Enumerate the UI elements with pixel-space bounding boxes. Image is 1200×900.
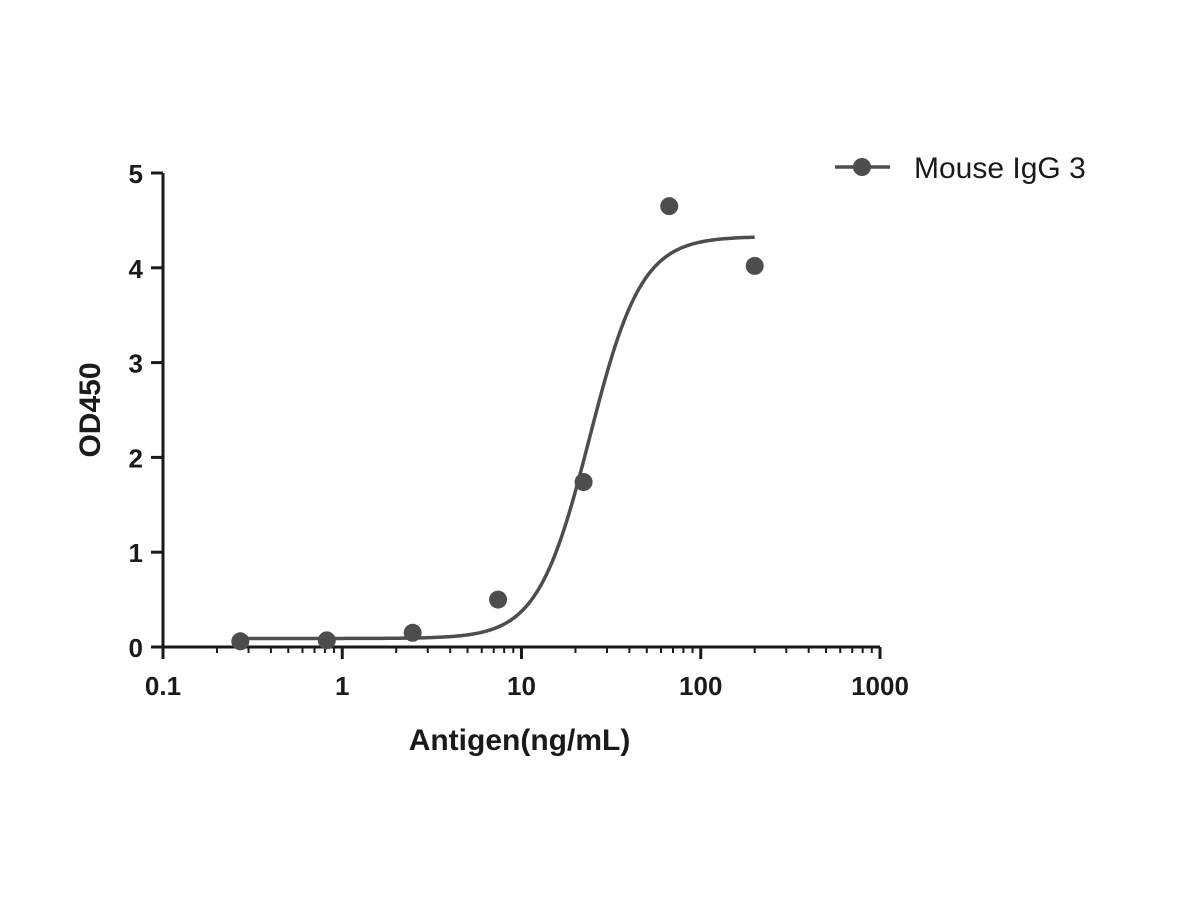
legend: Mouse IgG 3	[835, 152, 1086, 185]
legend-label: Mouse IgG 3	[914, 152, 1086, 185]
y-tick-label: 4	[129, 254, 144, 284]
y-tick-label: 2	[129, 443, 143, 473]
axes	[161, 173, 880, 649]
legend-marker	[853, 158, 871, 176]
x-axis-title: Antigen(ng/mL)	[409, 724, 631, 757]
x-tick-label: 1	[335, 671, 349, 701]
y-axis-ticks: 0 1 2 3 4 5	[129, 159, 163, 663]
data-points	[231, 197, 764, 651]
y-tick-label: 5	[129, 159, 143, 189]
data-point	[574, 473, 593, 492]
data-point	[403, 623, 422, 642]
data-point	[489, 590, 508, 609]
y-tick-label: 1	[129, 538, 143, 568]
y-tick-label: 3	[129, 349, 143, 379]
data-point	[745, 256, 764, 275]
x-tick-label: 0.1	[145, 671, 181, 701]
x-tick-label: 1000	[851, 671, 909, 701]
data-point	[231, 632, 250, 651]
x-axis-ticks: 0.1 1 10 100 1000	[145, 647, 909, 701]
data-point	[660, 197, 679, 216]
x-tick-label: 100	[679, 671, 722, 701]
y-tick-label: 0	[129, 633, 143, 663]
data-point	[317, 631, 336, 650]
x-tick-label: 10	[507, 671, 536, 701]
fit-curve	[240, 235, 755, 641]
y-axis-title: OD450	[74, 362, 107, 457]
